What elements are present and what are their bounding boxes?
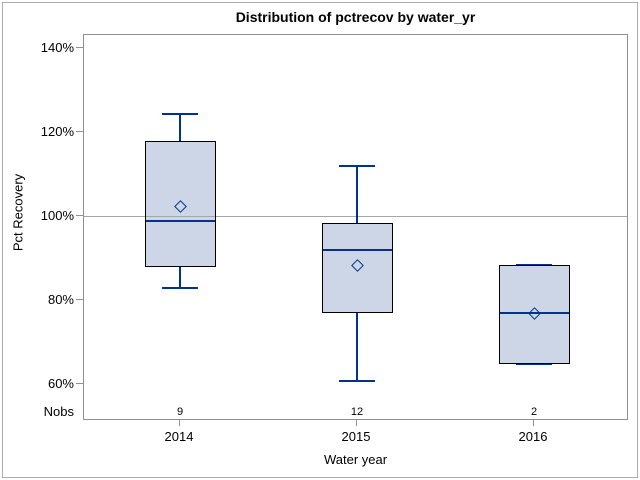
box-outline <box>144 141 216 268</box>
box-fill <box>144 141 216 268</box>
reference-line-100 <box>84 216 627 218</box>
x-tick-label: 2015 <box>341 429 371 444</box>
whisker-cap-lower <box>162 287 198 290</box>
median-line <box>322 249 392 252</box>
whisker-lower <box>179 267 181 289</box>
x-axis-tick <box>532 420 534 426</box>
nobs-value: 9 <box>176 406 184 418</box>
whisker-upper <box>356 166 358 224</box>
y-axis-tick <box>76 215 83 217</box>
x-axis-title: Water year <box>323 452 388 467</box>
box-fill <box>498 265 570 364</box>
y-axis-tick <box>76 47 83 49</box>
x-tick-label: 2016 <box>518 429 548 444</box>
x-axis-tick <box>355 420 357 426</box>
box-outline <box>498 265 570 364</box>
whisker-cap-upper <box>162 112 198 115</box>
nobs-value: 2 <box>530 406 538 418</box>
x-tick-label: 2014 <box>164 429 194 444</box>
x-axis-tick <box>178 420 180 426</box>
y-tick-label: 80% <box>47 291 74 307</box>
y-tick-label: 120% <box>40 123 74 139</box>
y-axis-tick <box>76 383 83 385</box>
nobs-value: 12 <box>350 406 364 418</box>
box-outline <box>321 223 393 314</box>
whisker-lower <box>356 313 358 381</box>
y-tick-label: 100% <box>40 207 74 223</box>
y-axis-tick <box>76 131 83 133</box>
nobs-row-label: Nobs <box>43 404 74 419</box>
median-line <box>499 312 569 315</box>
whisker-cap-lower <box>516 362 552 365</box>
median-line <box>145 220 215 223</box>
whisker-cap-upper <box>339 165 375 168</box>
whisker-cap-lower <box>339 379 375 382</box>
y-tick-label: 140% <box>40 39 74 55</box>
box-fill <box>321 223 393 314</box>
y-axis-tick <box>76 299 83 301</box>
whisker-upper <box>179 113 181 142</box>
plot-area: 9 12 2 <box>83 34 628 420</box>
chart-title: Distribution of pctrecov by water_yr <box>235 9 476 25</box>
y-tick-label: 60% <box>47 375 74 391</box>
